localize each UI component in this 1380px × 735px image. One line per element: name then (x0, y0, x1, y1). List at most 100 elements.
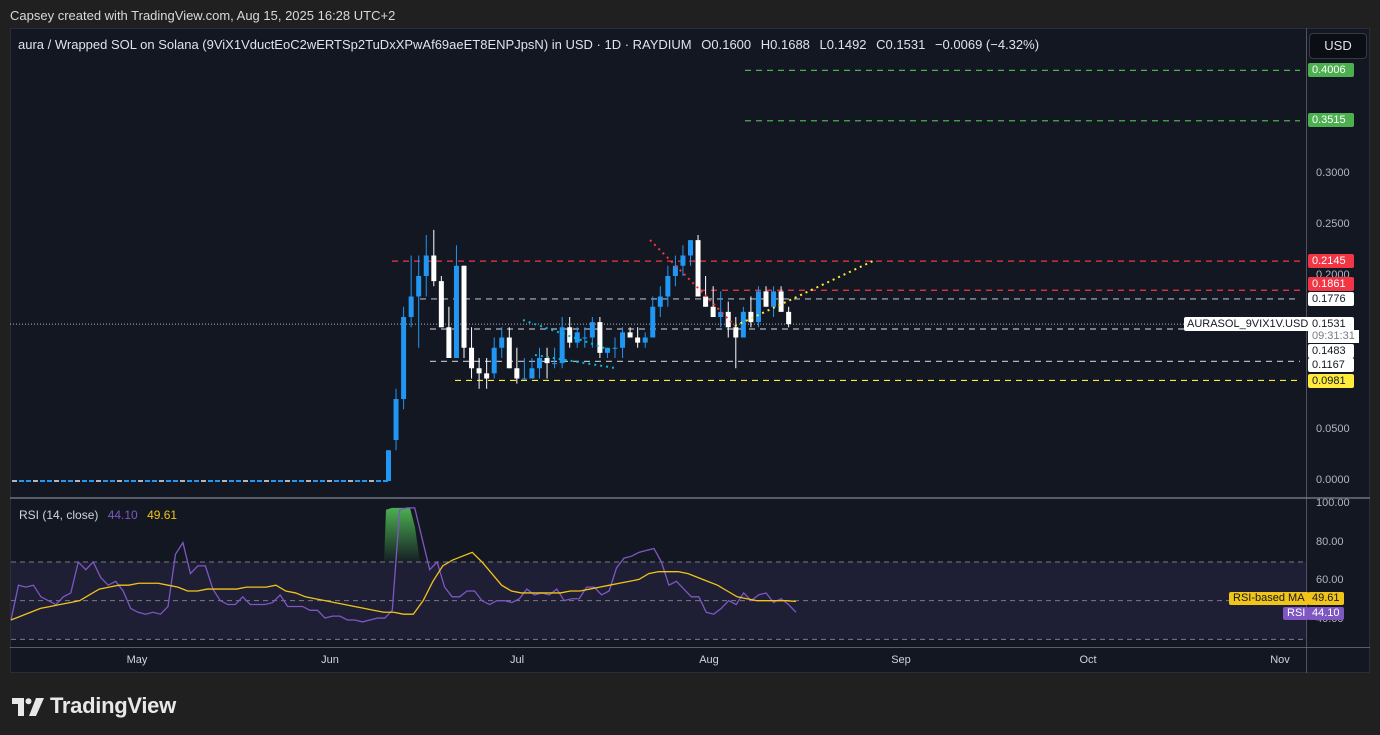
candle-body (755, 291, 761, 323)
time-tick: Sep (891, 654, 911, 666)
rsi-tag: RSI (1283, 607, 1310, 620)
price-level-label: 0.1861 (1308, 277, 1354, 291)
candle-body (604, 347, 610, 353)
tradingview-logo-icon (12, 696, 44, 722)
candle-body (499, 337, 505, 348)
candle-body (627, 332, 633, 338)
rsi-tick: 80.00 (1316, 536, 1344, 548)
yellow-trendline (734, 259, 876, 327)
candle-body (710, 306, 716, 317)
ohlc-open: O0.1600 (701, 37, 752, 52)
rsi-tick: 100.00 (1316, 497, 1350, 509)
time-tick: Jun (321, 654, 339, 666)
candle-body (453, 265, 459, 358)
rsi-value: 44.10 (107, 508, 138, 522)
candle-body (567, 327, 573, 343)
price-level-label: 0.2145 (1308, 254, 1354, 268)
rsi-band (11, 562, 1306, 640)
cyan-trendline-bottom (534, 354, 616, 369)
candle-body (506, 337, 512, 369)
price-level-label: 0.4006 (1308, 63, 1354, 77)
candle-body (612, 347, 618, 349)
cyan-trendline-top (522, 319, 611, 351)
candle-body (484, 373, 490, 379)
candle-body (718, 311, 724, 317)
symbol-legend: aura / Wrapped SOL on Solana (9ViX1Vduct… (18, 37, 1039, 52)
time-tick: May (126, 654, 148, 666)
candle-body (582, 337, 588, 339)
candle-body (680, 255, 686, 266)
candle-body (552, 363, 558, 365)
candle-body (763, 291, 769, 307)
pane-divider[interactable] (10, 497, 1370, 499)
candle-body (688, 240, 693, 256)
bar-countdown: 09:31:31 (1308, 330, 1359, 343)
time-axis-divider (10, 647, 1370, 648)
candle-body (416, 276, 422, 297)
candle-body (635, 337, 641, 343)
candle-body (431, 255, 437, 282)
candle-body (514, 368, 520, 379)
candle-body (642, 337, 648, 343)
rsi-legend: RSI (14, close) 44.10 49.61 (19, 508, 177, 522)
candle-body (469, 347, 475, 369)
rsi-overbought-fill (384, 507, 420, 562)
price-level-label: 0.1531 (1308, 317, 1354, 331)
chart-credit: Capsey created with TradingView.com, Aug… (10, 8, 396, 23)
price-level-label: 0.3515 (1308, 113, 1354, 127)
price-tick: 0.0500 (1316, 423, 1350, 435)
candle-body (423, 255, 429, 276)
candle-body (521, 378, 527, 380)
rsi-tick: 60.00 (1316, 574, 1344, 586)
symbol-price-tag: AURASOL_9VIX1V.USD (1184, 317, 1312, 331)
price-tick: 0.2500 (1316, 218, 1350, 230)
rsi-ma-line (10, 551, 797, 621)
candle-body (748, 311, 754, 323)
candle-body (589, 322, 595, 338)
time-tick: Nov (1270, 654, 1290, 666)
candle-body (672, 265, 678, 276)
candle-body (771, 291, 777, 307)
symbol-title[interactable]: aura / Wrapped SOL on Solana (9ViX1Vduct… (18, 37, 692, 52)
rsi-title[interactable]: RSI (14, close) (19, 508, 99, 522)
candle-body (665, 276, 671, 297)
currency-button[interactable]: USD (1309, 33, 1367, 59)
ohlc-low: L0.1492 (819, 37, 867, 52)
candle-body (786, 311, 792, 325)
tradingview-logo-text: TradingView (50, 693, 176, 718)
price-axis-divider (1306, 28, 1307, 673)
candle-body (559, 327, 565, 364)
candle-body (408, 296, 414, 317)
candle-body (476, 368, 482, 374)
price-level-label: 0.1483 (1308, 344, 1354, 358)
candle-body (461, 265, 467, 348)
ohlc-change: −0.0069 (−4.32%) (934, 37, 1040, 52)
price-level-label: 0.1167 (1308, 358, 1354, 372)
candle-body (574, 332, 580, 343)
candle-body (620, 332, 626, 348)
candle-body (695, 240, 701, 297)
candle-body (401, 317, 407, 399)
price-tick: 0.3000 (1316, 167, 1350, 179)
candle-body (725, 311, 731, 328)
price-level-label: 0.1776 (1308, 292, 1354, 306)
tradingview-logo: TradingView (12, 693, 176, 722)
rsi-line (10, 507, 797, 623)
rsi-axis-label: 44.10 (1308, 607, 1344, 620)
candle-body (650, 306, 656, 338)
candle-body (386, 450, 391, 481)
time-tick: Oct (1079, 654, 1097, 666)
candle-body (438, 281, 444, 328)
ohlc-close: C0.1531 (876, 37, 926, 52)
rsi-ma-axis-label: 49.61 (1308, 592, 1344, 605)
candle-body (544, 358, 550, 364)
candle-body (778, 291, 784, 312)
candle-body (703, 296, 709, 307)
candle-body (657, 296, 663, 307)
candle-body (529, 368, 535, 379)
candle-body (733, 327, 739, 338)
ohlc-high: H0.1688 (760, 37, 810, 52)
rsi-ma-tag: RSI-based MA (1229, 592, 1309, 605)
candle-body (597, 322, 603, 353)
